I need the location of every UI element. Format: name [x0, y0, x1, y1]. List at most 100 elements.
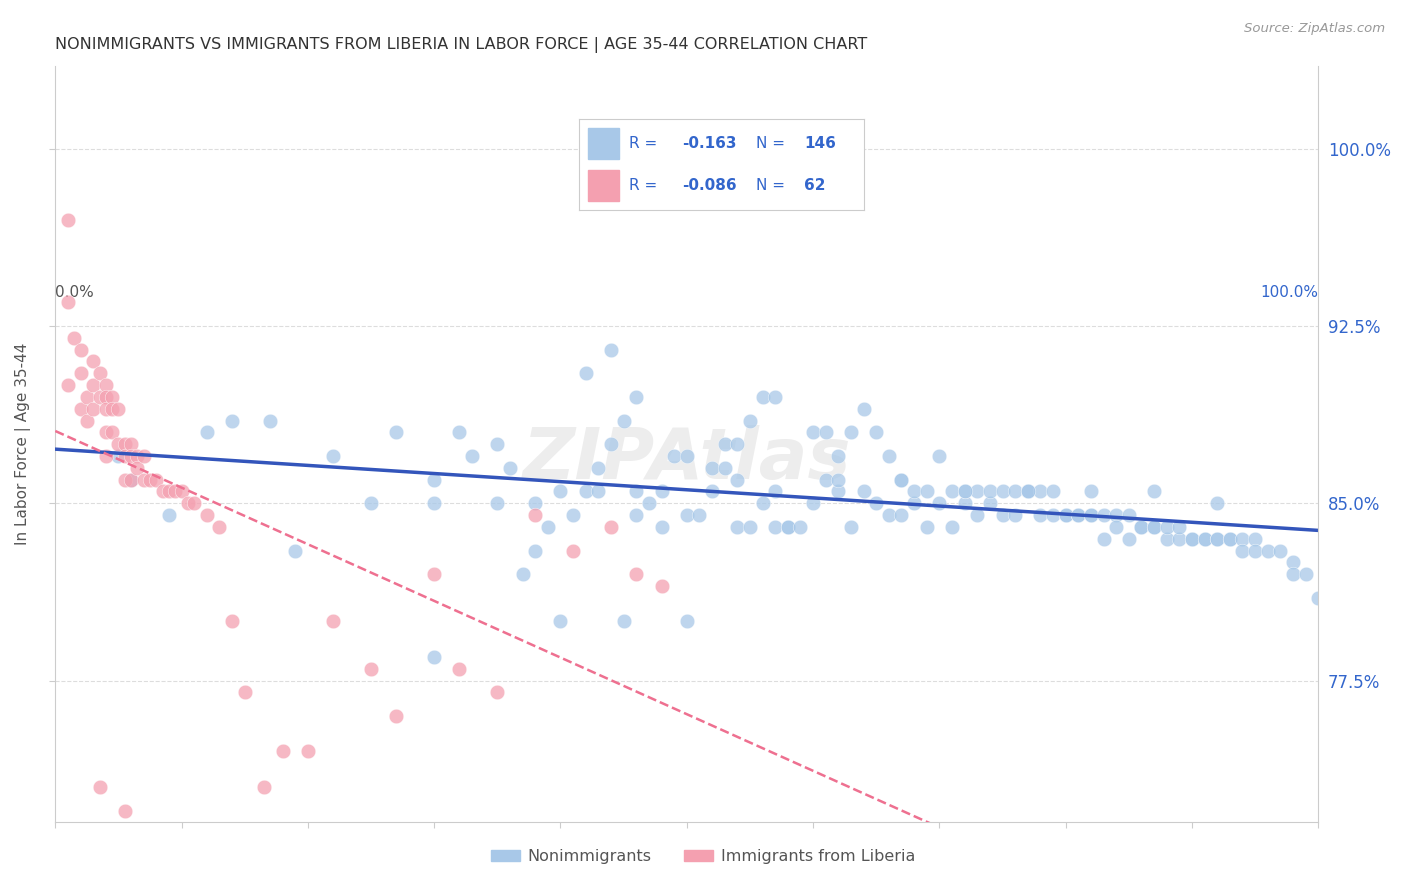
Point: [233, 685, 256, 699]
Point: [1080, 508, 1102, 522]
Point: [675, 615, 697, 629]
Point: [1181, 532, 1204, 546]
Point: [524, 508, 547, 522]
Point: [550, 484, 572, 499]
Point: [152, 484, 174, 499]
Point: [626, 390, 648, 404]
Point: [839, 425, 862, 440]
Text: ZIPAtlas: ZIPAtlas: [523, 425, 851, 494]
Point: [827, 484, 849, 499]
Point: [1282, 555, 1305, 569]
Point: [486, 437, 509, 451]
Point: [575, 366, 598, 380]
Point: [89, 366, 111, 380]
Point: [903, 496, 925, 510]
Point: [738, 520, 761, 534]
Point: [94, 378, 117, 392]
Point: [1029, 484, 1052, 499]
Point: [94, 449, 117, 463]
Point: [221, 413, 243, 427]
Point: [1017, 484, 1039, 499]
Point: [114, 804, 136, 818]
Point: [524, 543, 547, 558]
Point: [928, 449, 950, 463]
Legend: Nonimmigrants, Immigrants from Liberia: Nonimmigrants, Immigrants from Liberia: [485, 843, 921, 871]
Point: [56, 212, 79, 227]
Point: [139, 473, 162, 487]
Point: [713, 437, 735, 451]
Point: [76, 413, 98, 427]
Point: [1054, 508, 1077, 522]
Point: [127, 449, 149, 463]
Point: [651, 484, 673, 499]
Point: [776, 520, 799, 534]
Point: [486, 496, 509, 510]
Point: [157, 484, 180, 499]
Point: [814, 473, 837, 487]
Point: [1080, 508, 1102, 522]
Point: [322, 615, 344, 629]
Point: [114, 449, 136, 463]
Point: [966, 484, 988, 499]
Point: [827, 473, 849, 487]
Point: [1232, 543, 1254, 558]
Point: [423, 496, 446, 510]
Point: [852, 401, 875, 416]
Point: [1282, 567, 1305, 582]
Point: [1143, 520, 1166, 534]
Point: [524, 496, 547, 510]
Point: [1156, 520, 1178, 534]
Point: [132, 449, 155, 463]
Point: [941, 484, 963, 499]
Point: [928, 496, 950, 510]
Point: [1168, 520, 1191, 534]
Point: [120, 473, 142, 487]
Point: [1118, 532, 1140, 546]
Point: [763, 484, 786, 499]
Point: [69, 366, 91, 380]
Point: [600, 343, 623, 357]
Point: [89, 390, 111, 404]
Point: [360, 662, 382, 676]
Point: [120, 473, 142, 487]
Point: [120, 449, 142, 463]
Point: [638, 496, 661, 510]
Point: [915, 520, 938, 534]
Point: [1232, 532, 1254, 546]
Point: [575, 484, 598, 499]
Point: [1168, 532, 1191, 546]
Point: [588, 460, 610, 475]
Point: [165, 484, 187, 499]
Point: [195, 508, 218, 522]
Point: [69, 343, 91, 357]
Point: [789, 520, 811, 534]
Point: [1054, 508, 1077, 522]
Point: [1004, 508, 1026, 522]
Point: [662, 449, 685, 463]
Point: [1308, 591, 1330, 605]
Point: [751, 390, 773, 404]
Point: [725, 473, 748, 487]
Point: [107, 449, 129, 463]
Point: [776, 520, 799, 534]
Point: [1257, 543, 1279, 558]
Point: [562, 543, 585, 558]
Point: [738, 413, 761, 427]
Point: [449, 662, 471, 676]
Point: [1130, 520, 1153, 534]
Point: [979, 496, 1001, 510]
Point: [1143, 484, 1166, 499]
Point: [1181, 532, 1204, 546]
Point: [101, 425, 124, 440]
Point: [69, 401, 91, 416]
Point: [82, 354, 104, 368]
Point: [157, 508, 180, 522]
Point: [177, 496, 200, 510]
Point: [1092, 532, 1115, 546]
Point: [814, 425, 837, 440]
Point: [890, 508, 912, 522]
Point: [1194, 532, 1216, 546]
Point: [839, 520, 862, 534]
Point: [600, 520, 623, 534]
Point: [877, 508, 900, 522]
